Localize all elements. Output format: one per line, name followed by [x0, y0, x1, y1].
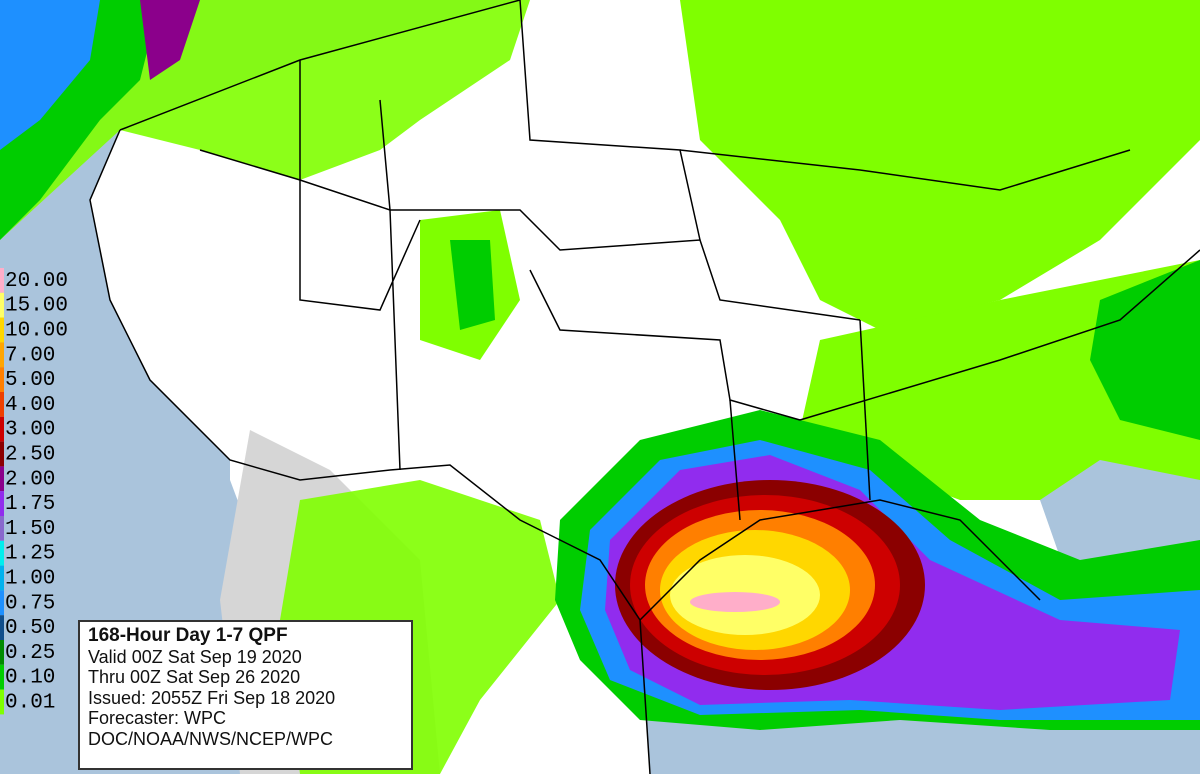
legend-label: 10.00 [5, 320, 68, 343]
info-title: 168-Hour Day 1-7 QPF [88, 625, 288, 646]
rain-coast-heavy [0, 0, 100, 150]
legend-label: 20.00 [5, 270, 68, 293]
legend-swatch [0, 540, 4, 566]
legend-label: 0.10 [5, 667, 55, 690]
legend-swatch [0, 317, 4, 343]
legend-label: 3.00 [5, 419, 55, 442]
info-line: DOC/NOAA/NWS/NCEP/WPC [88, 728, 334, 749]
legend-label: 4.00 [5, 394, 55, 417]
rain-wa [140, 0, 200, 80]
borders [89, 0, 1200, 774]
info-box: 168-Hour Day 1-7 QPF Valid 00Z Sat Sep 1… [78, 620, 413, 770]
legend-label: 1.00 [5, 568, 55, 591]
legend-label: 7.00 [5, 344, 55, 367]
rain-atlantic [1090, 260, 1200, 440]
legend-swatch [0, 640, 4, 665]
legend-label: 2.00 [5, 468, 55, 491]
legend-swatch [0, 565, 4, 591]
legend-swatch [0, 441, 4, 467]
legend-swatch [0, 689, 4, 715]
legend-swatch [0, 590, 4, 616]
info-line: Valid 00Z Sat Sep 19 2020 [88, 646, 302, 667]
legend-label: 0.25 [5, 642, 55, 665]
legend-swatch [0, 416, 4, 442]
info-line: Issued: 2055Z Fri Sep 18 2020 [88, 687, 336, 708]
legend-label: 0.50 [5, 617, 55, 640]
rain-core-6 [690, 592, 780, 612]
legend-label: 1.75 [5, 493, 55, 516]
rain-northeast [680, 0, 1200, 330]
legend-swatch [0, 664, 4, 690]
legend-label: 1.50 [5, 518, 55, 541]
legend-swatch [0, 491, 4, 516]
info-line: Thru 00Z Sat Sep 26 2020 [88, 667, 301, 687]
legend-label: 0.01 [5, 692, 55, 715]
legend-label: 15.00 [5, 295, 68, 318]
legend-label: 0.75 [5, 592, 55, 615]
legend-swatch [0, 342, 4, 368]
info-line: Forecaster: WPC [88, 708, 227, 728]
legend-swatch [0, 392, 4, 417]
legend-swatch [0, 615, 4, 640]
legend-label: 2.50 [5, 444, 55, 467]
legend-swatch [0, 466, 4, 492]
legend-background [0, 264, 78, 719]
legend-swatch [0, 292, 4, 318]
legend-swatch [0, 367, 4, 392]
legend-label: 1.25 [5, 543, 55, 566]
legend-swatch [0, 268, 4, 293]
rain-rockies-heavy [450, 240, 495, 330]
legend-swatch [0, 516, 4, 541]
legend-label: 5.00 [5, 369, 55, 392]
